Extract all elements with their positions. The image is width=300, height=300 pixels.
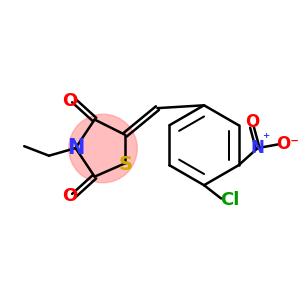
Text: O: O — [245, 113, 259, 131]
Text: S: S — [119, 155, 133, 174]
Text: O: O — [62, 187, 77, 205]
Text: N: N — [251, 139, 265, 157]
Text: O⁻: O⁻ — [277, 135, 300, 153]
Text: O: O — [62, 92, 77, 110]
Text: ⁺: ⁺ — [262, 132, 270, 145]
Ellipse shape — [69, 114, 137, 183]
Text: Cl: Cl — [220, 191, 239, 209]
Text: N: N — [67, 138, 84, 158]
